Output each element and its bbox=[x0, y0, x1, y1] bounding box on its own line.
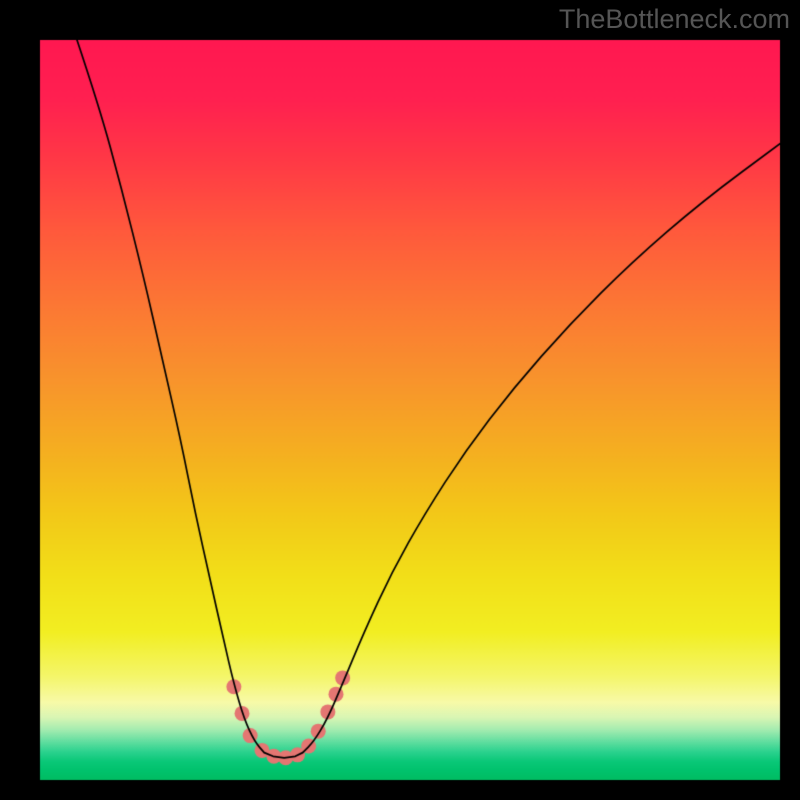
watermark-text: TheBottleneck.com bbox=[559, 4, 790, 35]
bottleneck-chart-canvas bbox=[0, 0, 800, 800]
chart-stage: TheBottleneck.com bbox=[0, 0, 800, 800]
